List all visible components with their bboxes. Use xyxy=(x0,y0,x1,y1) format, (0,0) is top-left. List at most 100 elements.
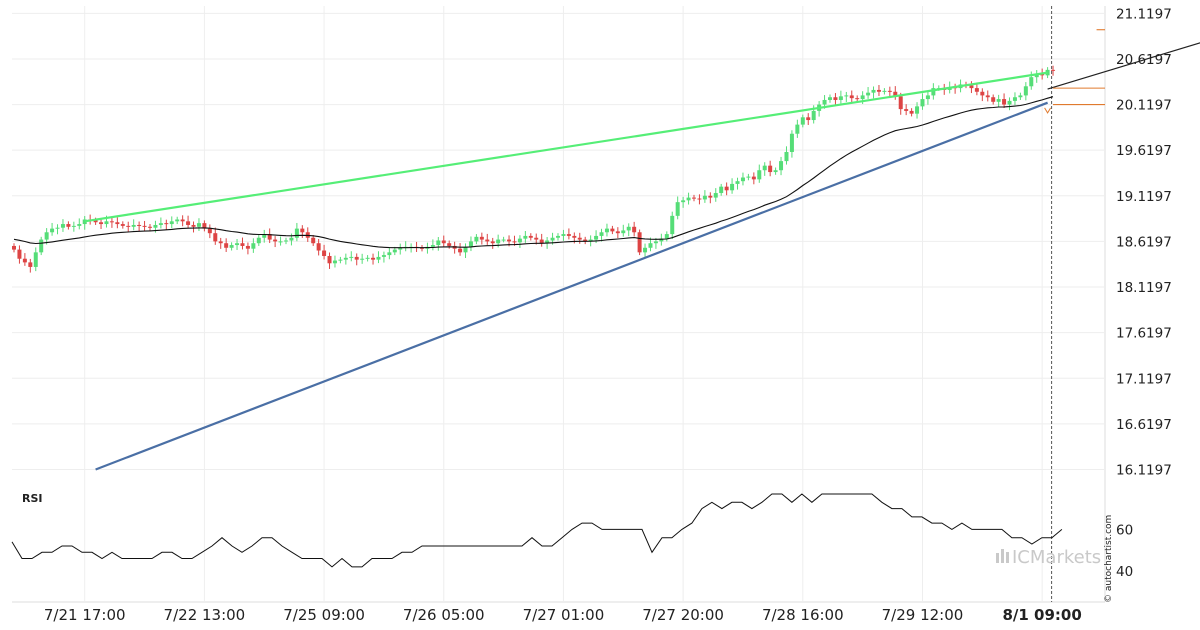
candle xyxy=(604,223,609,237)
candle-body xyxy=(196,223,201,227)
candle xyxy=(66,221,71,230)
moving-average-line xyxy=(13,96,1054,249)
candle xyxy=(898,92,903,115)
candle-body xyxy=(811,110,816,121)
candle-body xyxy=(294,228,299,238)
candle xyxy=(528,233,533,241)
candle xyxy=(610,225,615,235)
candle-body xyxy=(360,258,365,260)
candle xyxy=(245,242,250,255)
candle xyxy=(637,229,642,256)
y-tick-label: 19.1197 xyxy=(1116,189,1172,205)
candle xyxy=(126,221,131,232)
candle-body xyxy=(719,186,724,194)
candle-body xyxy=(398,247,403,250)
candle xyxy=(1012,92,1017,106)
candle xyxy=(692,194,696,202)
candle-body xyxy=(251,243,256,249)
candle xyxy=(757,164,762,183)
candle xyxy=(670,211,675,240)
y-tick-label: 16.1197 xyxy=(1116,463,1172,479)
candle xyxy=(925,91,930,105)
candle xyxy=(730,178,735,194)
logo-text: ICMarkets xyxy=(1012,547,1101,568)
candle xyxy=(844,91,849,102)
candle-body xyxy=(365,257,370,259)
candle-body xyxy=(768,165,773,173)
candle xyxy=(789,130,794,158)
candle xyxy=(724,182,729,196)
candle xyxy=(55,224,60,235)
candle-body xyxy=(99,222,104,225)
candle-body xyxy=(202,223,207,229)
y-tick-label: 16.6197 xyxy=(1116,417,1172,433)
candle xyxy=(294,222,299,242)
candle xyxy=(876,85,881,96)
candle-body xyxy=(626,226,631,231)
candle xyxy=(218,237,223,249)
candle-body xyxy=(561,234,566,236)
candle xyxy=(441,235,446,248)
candle-body xyxy=(39,239,44,253)
candle-body xyxy=(60,224,65,228)
candle-body xyxy=(925,95,930,100)
candle xyxy=(202,220,207,232)
candle-body xyxy=(904,109,909,111)
candle xyxy=(398,243,403,255)
candle xyxy=(762,162,767,176)
candle-body xyxy=(224,243,229,248)
candle-body xyxy=(735,181,740,184)
candle-body xyxy=(441,240,446,244)
candle xyxy=(458,243,463,256)
candle xyxy=(882,88,887,95)
candle xyxy=(463,243,468,258)
candle xyxy=(1018,92,1023,100)
candle xyxy=(77,218,82,230)
candle xyxy=(50,222,55,236)
candle xyxy=(387,247,392,260)
candle-body xyxy=(354,256,359,260)
candle-body xyxy=(588,239,593,242)
candle-body xyxy=(675,202,680,216)
candle xyxy=(371,253,376,265)
candle xyxy=(186,215,191,229)
candle-body xyxy=(528,235,533,238)
candle-body xyxy=(969,85,974,89)
candle-body xyxy=(501,239,506,241)
candle xyxy=(577,232,582,244)
candle-body xyxy=(692,197,696,199)
candle-body xyxy=(931,88,936,96)
candle-body xyxy=(545,240,550,244)
moving-average-layer xyxy=(13,96,1054,249)
candle xyxy=(71,221,76,232)
candle-body xyxy=(773,170,778,173)
candle-body xyxy=(316,243,321,251)
candle-body xyxy=(599,232,604,236)
candle xyxy=(648,237,653,252)
watermark-text: © autochartist.com xyxy=(1104,515,1114,603)
candle-body xyxy=(44,232,49,240)
candle-body xyxy=(670,215,675,235)
candle-body xyxy=(866,92,871,96)
candle-body xyxy=(762,165,767,171)
candle-body xyxy=(838,96,843,100)
candle-body xyxy=(371,257,376,260)
candle-body xyxy=(229,245,234,248)
candle-body xyxy=(860,95,865,100)
candle-body xyxy=(893,91,898,97)
candle xyxy=(1007,97,1012,111)
candle xyxy=(365,255,370,262)
candle xyxy=(273,236,278,248)
candle xyxy=(806,113,811,125)
candle-body xyxy=(833,97,838,100)
y-tick-label: 21.1197 xyxy=(1116,6,1172,22)
candle xyxy=(17,245,22,264)
candle-body xyxy=(33,252,38,267)
candle-body xyxy=(517,238,522,243)
candle xyxy=(1023,82,1028,101)
candle xyxy=(632,221,637,237)
candle xyxy=(158,217,163,229)
candle-body xyxy=(632,226,637,233)
candle-body xyxy=(686,197,691,201)
